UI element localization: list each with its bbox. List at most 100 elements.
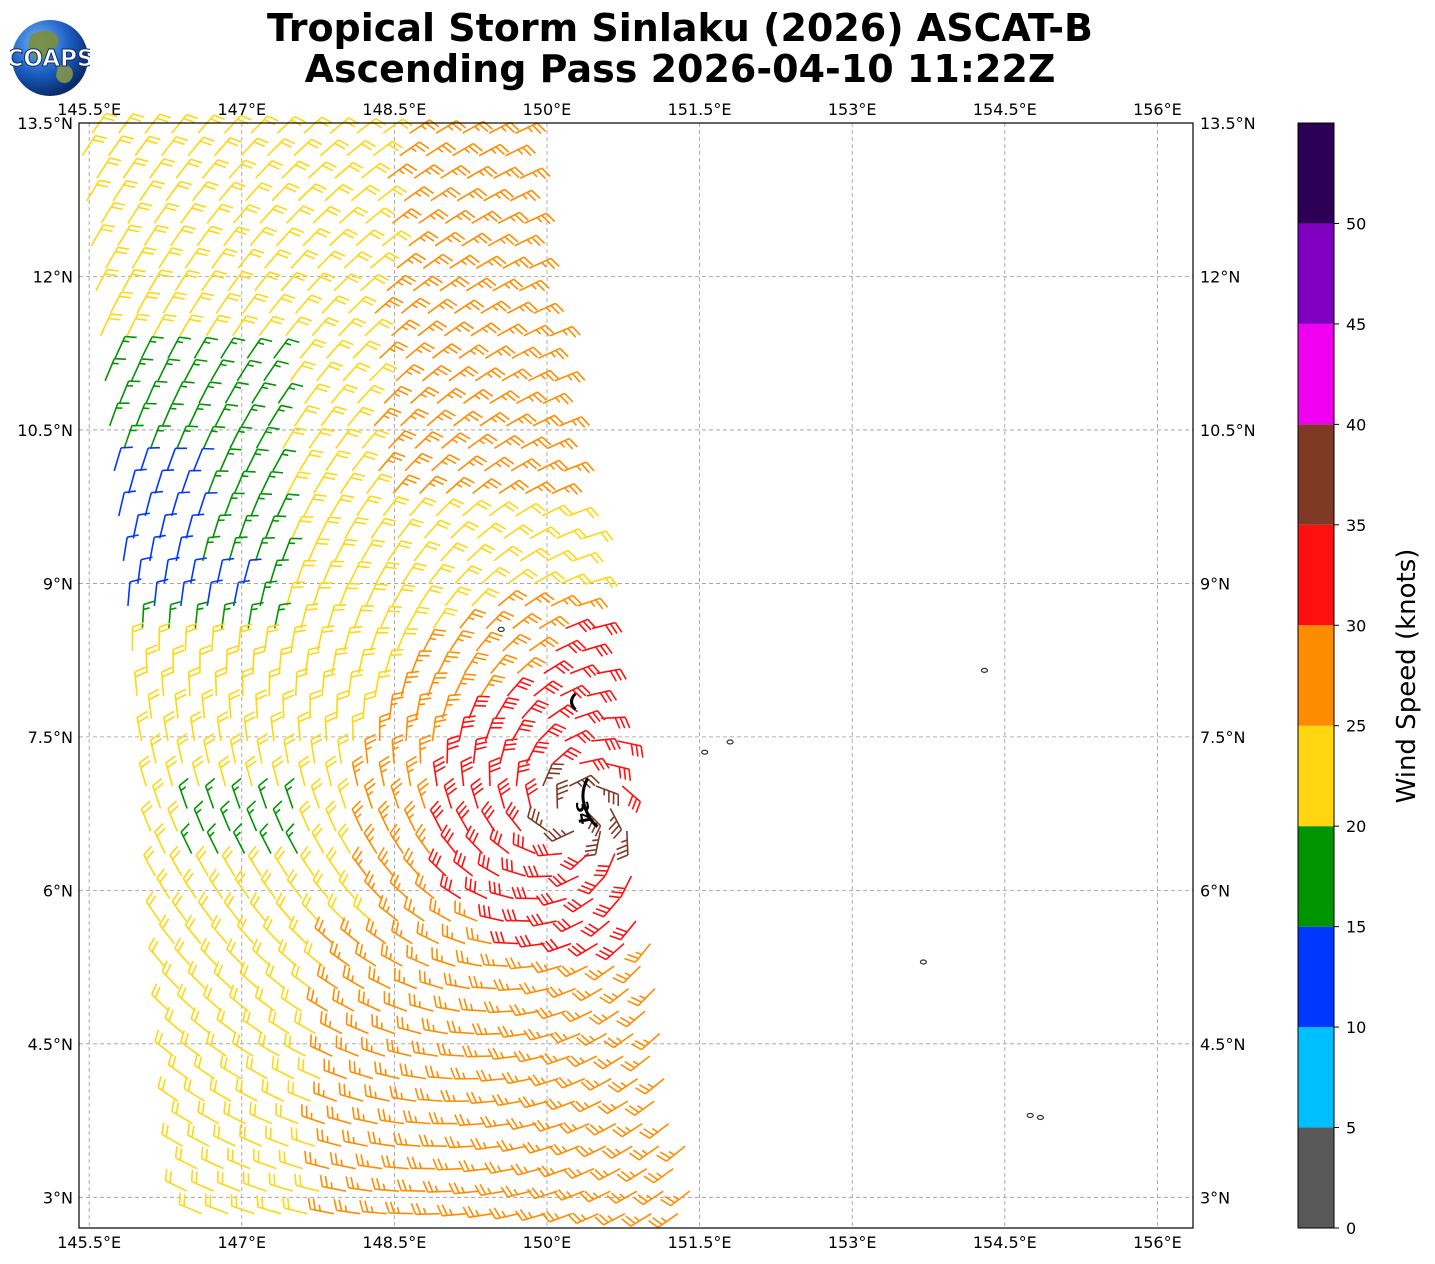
wind-barb	[184, 914, 202, 945]
wind-barb	[432, 755, 446, 787]
wind-barb	[488, 121, 520, 134]
wind-barb	[239, 1124, 263, 1147]
wind-barb	[161, 402, 184, 427]
wind-barb	[170, 113, 199, 134]
wind-barb	[543, 828, 575, 842]
wind-barb	[183, 1076, 205, 1102]
wind-barb	[276, 227, 304, 247]
wind-barb	[418, 970, 444, 990]
wind-barb	[86, 179, 112, 202]
wind-barb	[470, 1137, 501, 1151]
wind-barb	[280, 986, 302, 1012]
wind-barb	[425, 142, 457, 157]
wind-barb	[285, 581, 305, 607]
wind-barb	[648, 1213, 679, 1229]
wind-barb	[140, 800, 153, 832]
wind-barb	[303, 116, 333, 134]
wind-barb	[576, 1032, 608, 1046]
wind-barb	[488, 756, 501, 787]
wind-barb	[307, 1197, 335, 1215]
wind-barb	[530, 961, 562, 974]
wind-barb	[563, 461, 595, 474]
wind-barb	[297, 711, 310, 742]
wind-barb	[539, 1052, 571, 1065]
wind-barb	[153, 202, 180, 224]
wind-barb	[621, 785, 642, 813]
wind-barb	[399, 1063, 427, 1080]
wind-barb	[266, 138, 296, 157]
wind-barb	[165, 180, 192, 202]
wind-barb	[511, 346, 543, 360]
wind-barb	[605, 762, 632, 781]
wind-barb	[480, 801, 496, 832]
wind-barb	[519, 167, 551, 180]
wind-barb	[588, 1010, 620, 1025]
wind-barb	[321, 668, 336, 697]
island-outline	[1036, 1114, 1044, 1121]
wind-barb	[417, 320, 448, 337]
wind-barb	[400, 297, 431, 314]
wind-barb	[297, 183, 327, 202]
wind-barb	[392, 1132, 421, 1147]
wind-barb	[214, 666, 227, 696]
wind-barb	[542, 392, 574, 405]
wind-barb	[338, 1082, 364, 1102]
wind-barb	[370, 517, 397, 539]
wind-barb	[472, 478, 502, 495]
wind-barb	[479, 411, 510, 427]
wind-barb	[338, 317, 367, 337]
wind-barb	[161, 136, 188, 157]
wind-barb	[489, 931, 519, 945]
wind-barb	[335, 1035, 359, 1057]
wind-barb	[231, 777, 242, 809]
wind-barb	[489, 390, 521, 405]
wind-barb	[294, 1010, 317, 1035]
wind-barb	[616, 1010, 646, 1028]
wind-barb	[238, 514, 259, 539]
wind-barb	[386, 1038, 412, 1057]
wind-barb	[300, 846, 315, 877]
wind-barb	[500, 1185, 532, 1198]
wind-barb	[197, 891, 214, 922]
wind-barb	[321, 295, 350, 314]
wind-barb	[360, 162, 391, 179]
wind-barb	[432, 607, 458, 629]
wind-barb	[223, 891, 240, 922]
wind-barb	[487, 233, 519, 247]
wind-barb	[591, 621, 623, 636]
wind-barb	[263, 360, 289, 382]
wind-barb	[205, 314, 231, 337]
wind-barb	[461, 1045, 491, 1058]
wind-barb	[494, 697, 520, 719]
wind-barb	[403, 186, 434, 202]
logo-text: COAPS	[10, 46, 90, 72]
wind-barb	[210, 359, 235, 382]
wind-barb	[461, 232, 492, 247]
wind-barb	[236, 915, 255, 945]
wind-barb	[660, 1190, 691, 1207]
wind-barb	[467, 433, 498, 450]
lat-tick-label-right: 12°N	[1200, 267, 1240, 286]
wind-barb	[426, 409, 456, 427]
wind-barb	[259, 580, 278, 607]
wind-barb	[454, 565, 483, 584]
wind-barb	[191, 755, 204, 787]
wind-barb	[136, 710, 149, 742]
wind-barb	[477, 904, 504, 922]
wind-barb	[241, 667, 254, 696]
wind-barb	[226, 938, 245, 967]
wind-barb	[381, 230, 412, 247]
wind-barb	[428, 1112, 458, 1125]
wind-barb	[218, 755, 231, 787]
wind-barb	[556, 779, 569, 809]
wind-barb	[282, 689, 295, 719]
wind-barb	[189, 557, 207, 584]
wind-barb	[216, 1170, 241, 1192]
wind-barb	[559, 684, 591, 699]
wind-barb	[237, 248, 265, 269]
wind-barb	[443, 321, 475, 337]
wind-barb	[342, 362, 371, 382]
wind-barb	[516, 656, 546, 675]
wind-barb	[145, 891, 161, 922]
wind-barb	[413, 164, 445, 179]
